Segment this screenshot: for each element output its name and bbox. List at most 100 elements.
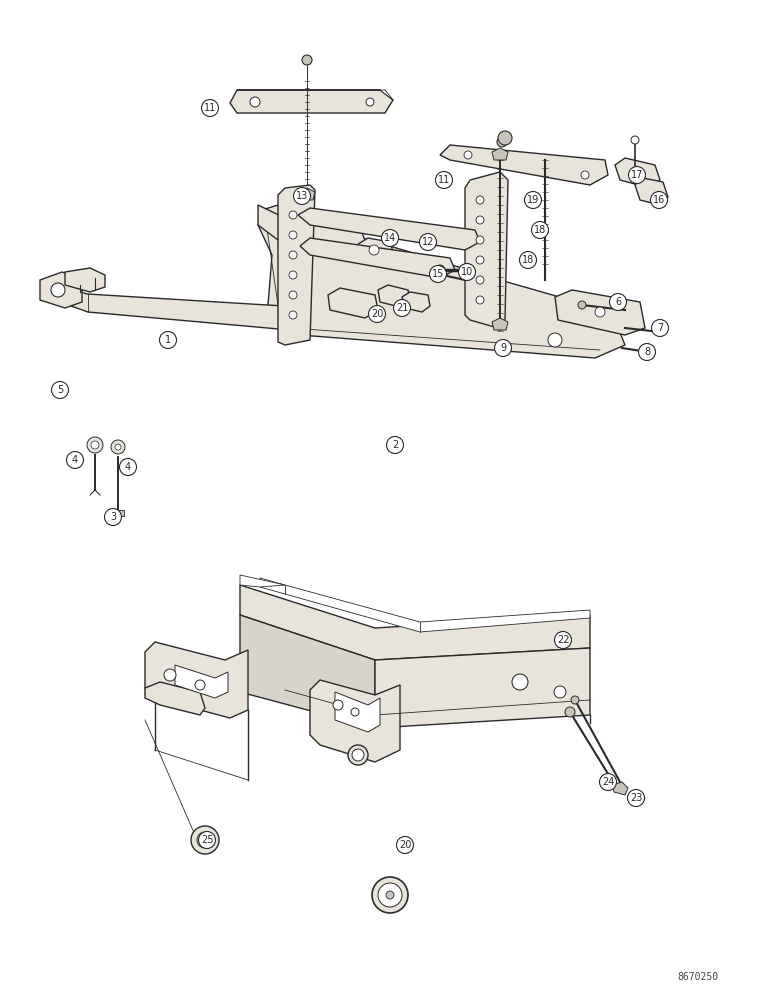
Circle shape [381,230,398,246]
Circle shape [652,320,669,336]
Circle shape [197,832,213,848]
Circle shape [476,236,484,244]
Polygon shape [402,292,430,312]
Text: 4: 4 [72,455,78,465]
Circle shape [108,515,118,525]
Polygon shape [237,90,393,100]
Circle shape [368,306,385,322]
Text: 9: 9 [500,343,506,353]
Circle shape [548,333,562,347]
Polygon shape [328,288,378,318]
Polygon shape [60,285,305,330]
Circle shape [191,826,219,854]
Circle shape [366,98,374,106]
Polygon shape [615,158,660,188]
Polygon shape [260,578,590,632]
Polygon shape [635,178,668,205]
Text: 24: 24 [602,777,615,787]
Circle shape [631,136,639,144]
Circle shape [571,696,579,704]
Text: 20: 20 [371,309,383,319]
Polygon shape [300,238,455,278]
Polygon shape [258,205,625,358]
Circle shape [628,166,645,184]
Circle shape [476,256,484,264]
Polygon shape [240,575,285,587]
Circle shape [531,222,548,238]
Text: 7: 7 [657,323,663,333]
Polygon shape [335,692,380,732]
Circle shape [111,440,125,454]
Circle shape [394,300,411,316]
Circle shape [476,196,484,204]
Circle shape [578,301,586,309]
Circle shape [104,508,121,526]
Polygon shape [278,185,315,345]
Text: 5: 5 [57,385,63,395]
Circle shape [628,790,645,806]
Polygon shape [492,148,508,160]
Circle shape [498,131,512,145]
Text: 10: 10 [461,267,473,277]
Circle shape [524,192,541,209]
Circle shape [581,171,589,179]
Polygon shape [492,318,508,330]
Text: 4: 4 [125,462,131,472]
Circle shape [198,832,215,848]
Circle shape [289,211,297,219]
Text: 18: 18 [522,255,534,265]
Polygon shape [299,188,315,200]
Circle shape [160,332,177,349]
Circle shape [565,707,575,717]
Polygon shape [555,290,645,335]
Polygon shape [612,782,628,795]
Polygon shape [440,145,608,185]
Circle shape [66,452,83,468]
Circle shape [435,265,445,275]
Circle shape [610,294,627,310]
Circle shape [397,836,414,854]
Circle shape [459,263,476,280]
Circle shape [293,188,310,205]
Circle shape [289,231,297,239]
Polygon shape [298,208,480,250]
Circle shape [195,680,205,690]
Circle shape [164,669,176,681]
Circle shape [595,307,605,317]
Circle shape [429,265,446,282]
Circle shape [495,340,512,357]
Circle shape [115,444,121,450]
Text: 12: 12 [422,237,434,247]
Text: 1: 1 [165,335,171,345]
Text: 2: 2 [392,440,398,450]
Text: 21: 21 [396,303,408,313]
Circle shape [352,749,364,761]
Circle shape [386,891,394,899]
Circle shape [289,251,297,259]
Circle shape [476,276,484,284]
Circle shape [435,172,452,188]
Polygon shape [465,172,508,328]
Text: 14: 14 [384,233,396,243]
Text: 19: 19 [527,195,539,205]
Polygon shape [240,585,590,660]
Polygon shape [230,90,393,113]
Circle shape [201,100,218,116]
Polygon shape [375,648,590,728]
Circle shape [369,245,379,255]
Circle shape [464,151,472,159]
Circle shape [520,251,537,268]
Circle shape [600,774,617,790]
Circle shape [378,883,402,907]
Text: 6: 6 [615,297,621,307]
Polygon shape [145,642,248,718]
Circle shape [372,877,408,913]
Polygon shape [112,510,124,516]
Circle shape [351,708,359,716]
Circle shape [91,441,99,449]
Circle shape [476,216,484,224]
Circle shape [302,55,312,65]
Text: 25: 25 [201,835,213,845]
Polygon shape [378,285,410,307]
Circle shape [387,436,404,454]
